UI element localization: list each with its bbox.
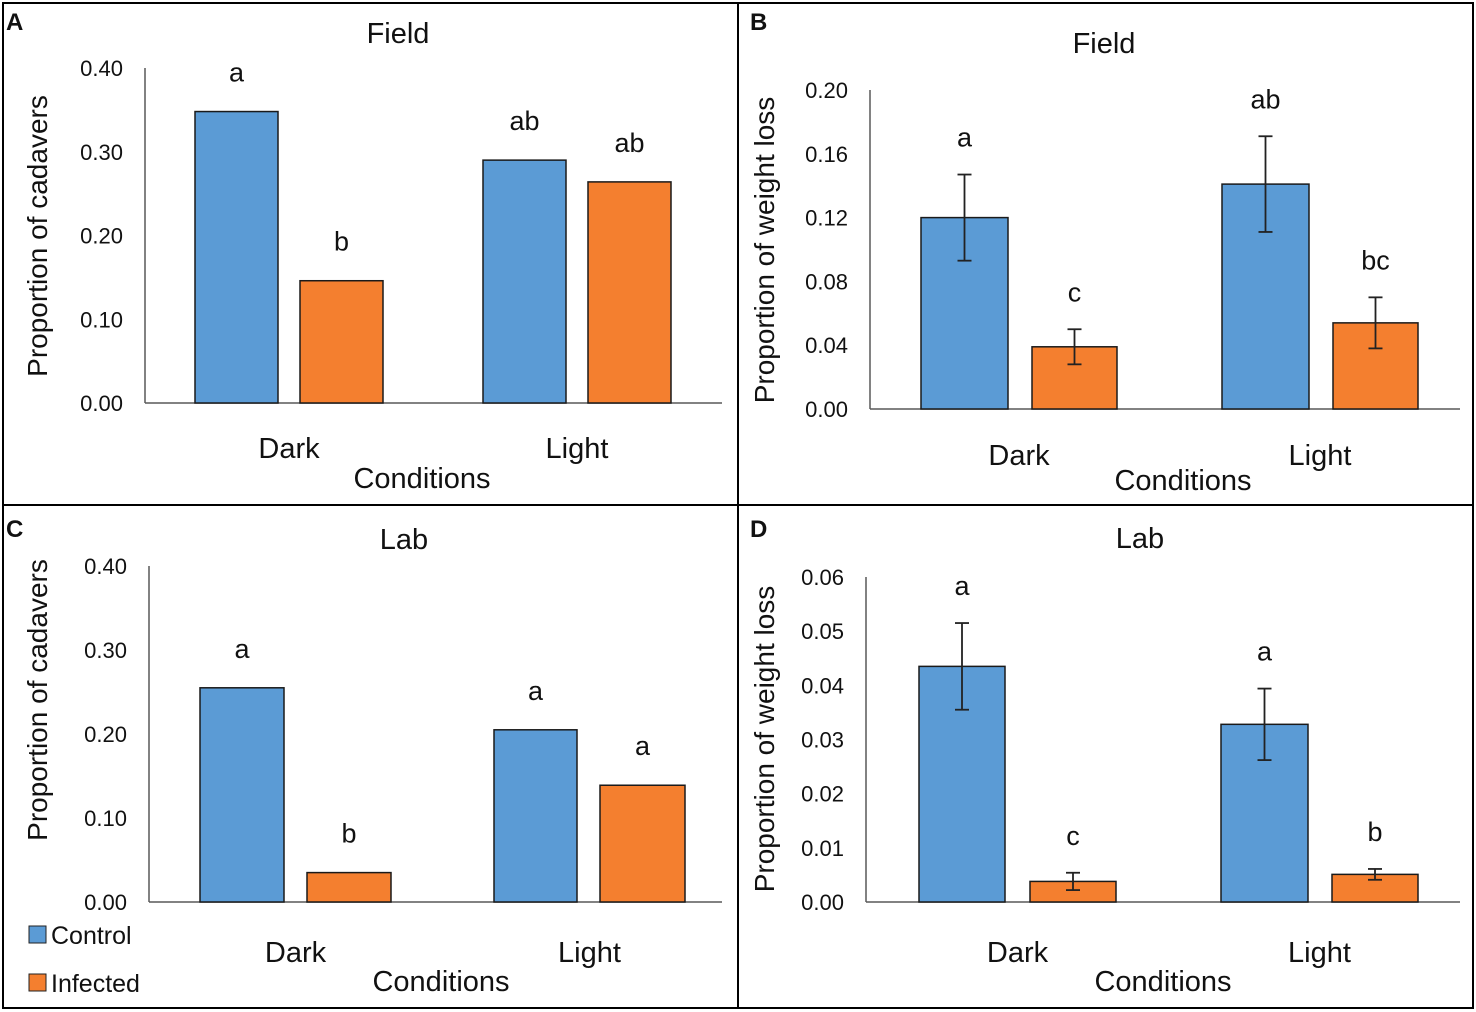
panel-d-y-tick-label: 0.03	[801, 728, 844, 753]
panel-c-y-tick-label: 0.20	[84, 722, 127, 747]
panel-c-x-axis-label: Conditions	[372, 966, 509, 998]
panel-b-title: Field	[1073, 28, 1136, 60]
panel-d-y-tick-label: 0.05	[801, 619, 844, 644]
panel-a-y-tick-label: 0.40	[80, 56, 123, 81]
panel-a-y-tick-label: 0.00	[80, 391, 123, 416]
panel-c-y-axis-label: Proportion of cadavers	[22, 559, 53, 841]
panel-a-significance-letter: a	[229, 58, 245, 88]
panel-d-error-bar-infected	[1368, 868, 1382, 881]
panel-b-y-axis-label: Proportion of weight loss	[749, 97, 780, 404]
legend-swatch-infected	[28, 973, 47, 992]
panel-b-y-tick-label: 0.12	[805, 206, 848, 231]
panel-b-error-bar-control	[1258, 135, 1273, 233]
panel-d-significance-letter: b	[1367, 817, 1382, 847]
panel-b: B Field Proportion of weight loss Condition…	[749, 9, 1460, 497]
panel-b-y-tick-label: 0.16	[805, 142, 848, 167]
panel-c-title: Lab	[380, 524, 428, 556]
panel-b-y-tick-label: 0.20	[805, 78, 848, 103]
panel-a-y-tick-label: 0.10	[80, 307, 123, 332]
panel-c-label: C	[6, 516, 23, 543]
panel-a-significance-letter: ab	[509, 106, 539, 136]
panel-b-significance-letter: bc	[1361, 245, 1390, 275]
panel-d-category-label: Dark	[987, 937, 1049, 969]
legend: Control Infected	[28, 922, 140, 998]
panel-d-significance-letter: a	[954, 571, 970, 601]
panel-a-significance-letter: b	[334, 227, 349, 257]
panel-b-significance-letter: a	[957, 123, 973, 153]
panel-d-error-bar-infected	[1066, 871, 1080, 891]
panel-d-x-axis-label: Conditions	[1094, 966, 1231, 998]
panel-a-bar-infected	[299, 279, 384, 404]
panel-a-y-axis-label: Proportion of cadavers	[22, 95, 53, 377]
legend-label-control: Control	[51, 922, 132, 950]
panel-c-y-tick-label: 0.40	[84, 554, 127, 579]
panel-c-significance-letter: a	[635, 731, 651, 761]
panel-b-y-tick-label: 0.08	[805, 269, 848, 294]
panel-d-y-tick-label: 0.04	[801, 673, 844, 698]
panel-a-significance-letter: ab	[614, 128, 644, 158]
panel-a-title: Field	[367, 18, 430, 50]
panel-b-y-tick-label: 0.00	[805, 397, 848, 422]
panel-c-significance-letter: a	[528, 676, 544, 706]
panel-b-error-bar-infected	[1067, 328, 1082, 366]
panel-d-y-tick-label: 0.00	[801, 890, 844, 915]
panel-b-category-label: Light	[1289, 440, 1352, 472]
panel-a-bar-infected	[587, 181, 672, 404]
panel-d-label: D	[750, 516, 767, 543]
panel-a: A Field Proportion of cadavers Conditions 0.…	[6, 9, 722, 495]
panel-a-y-tick-label: 0.20	[80, 224, 123, 249]
legend-label-infected: Infected	[51, 970, 140, 998]
panel-b-label: B	[750, 9, 767, 36]
panel-c-bar-control	[493, 729, 578, 903]
panel-b-significance-letter: c	[1068, 277, 1082, 307]
panel-c-significance-letter: a	[234, 634, 250, 664]
panel-d-significance-letter: c	[1066, 821, 1080, 851]
panel-d: D Lab Proportion of weight loss Conditions 0…	[749, 516, 1460, 998]
panel-b-category-label: Dark	[988, 440, 1050, 472]
panel-b-y-tick-label: 0.04	[805, 333, 848, 358]
panel-c-bar-infected	[599, 784, 686, 903]
panel-d-category-label: Light	[1288, 937, 1351, 969]
panel-a-category-label: Dark	[258, 433, 320, 465]
panel-c-y-tick-label: 0.30	[84, 638, 127, 663]
panel-c-significance-letter: b	[341, 819, 356, 849]
panel-d-title: Lab	[1116, 523, 1164, 555]
panel-a-category-label: Light	[546, 433, 609, 465]
panel-d-error-bar-control	[955, 622, 969, 711]
panel-c-category-label: Light	[558, 937, 621, 969]
panel-a-bar-control	[482, 159, 567, 404]
panel-c-y-tick-label: 0.00	[84, 890, 127, 915]
panel-a-bar-control	[194, 110, 279, 404]
panel-d-y-tick-label: 0.01	[801, 836, 844, 861]
panel-b-error-bar-control	[957, 173, 972, 262]
panel-d-y-tick-label: 0.06	[801, 565, 844, 590]
legend-swatch-control	[28, 925, 47, 944]
panel-d-y-tick-label: 0.02	[801, 782, 844, 807]
panel-a-label: A	[6, 9, 23, 36]
panel-d-error-bar-control	[1257, 687, 1272, 761]
panel-a-y-tick-label: 0.30	[80, 140, 123, 165]
panel-d-significance-letter: a	[1257, 637, 1273, 667]
panel-b-x-axis-label: Conditions	[1114, 465, 1251, 497]
panel-c-bar-control	[199, 687, 285, 903]
panel-c-bar-infected	[306, 871, 392, 903]
panel-c-category-label: Dark	[265, 937, 327, 969]
panel-b-error-bar-infected	[1368, 296, 1383, 350]
panel-b-significance-letter: ab	[1250, 84, 1280, 114]
panel-c-y-tick-label: 0.10	[84, 806, 127, 831]
panel-d-y-axis-label: Proportion of weight loss	[749, 586, 780, 893]
panel-c: C Lab Proportion of cadavers Conditions 0.00…	[6, 516, 722, 998]
panel-a-x-axis-label: Conditions	[353, 463, 490, 495]
